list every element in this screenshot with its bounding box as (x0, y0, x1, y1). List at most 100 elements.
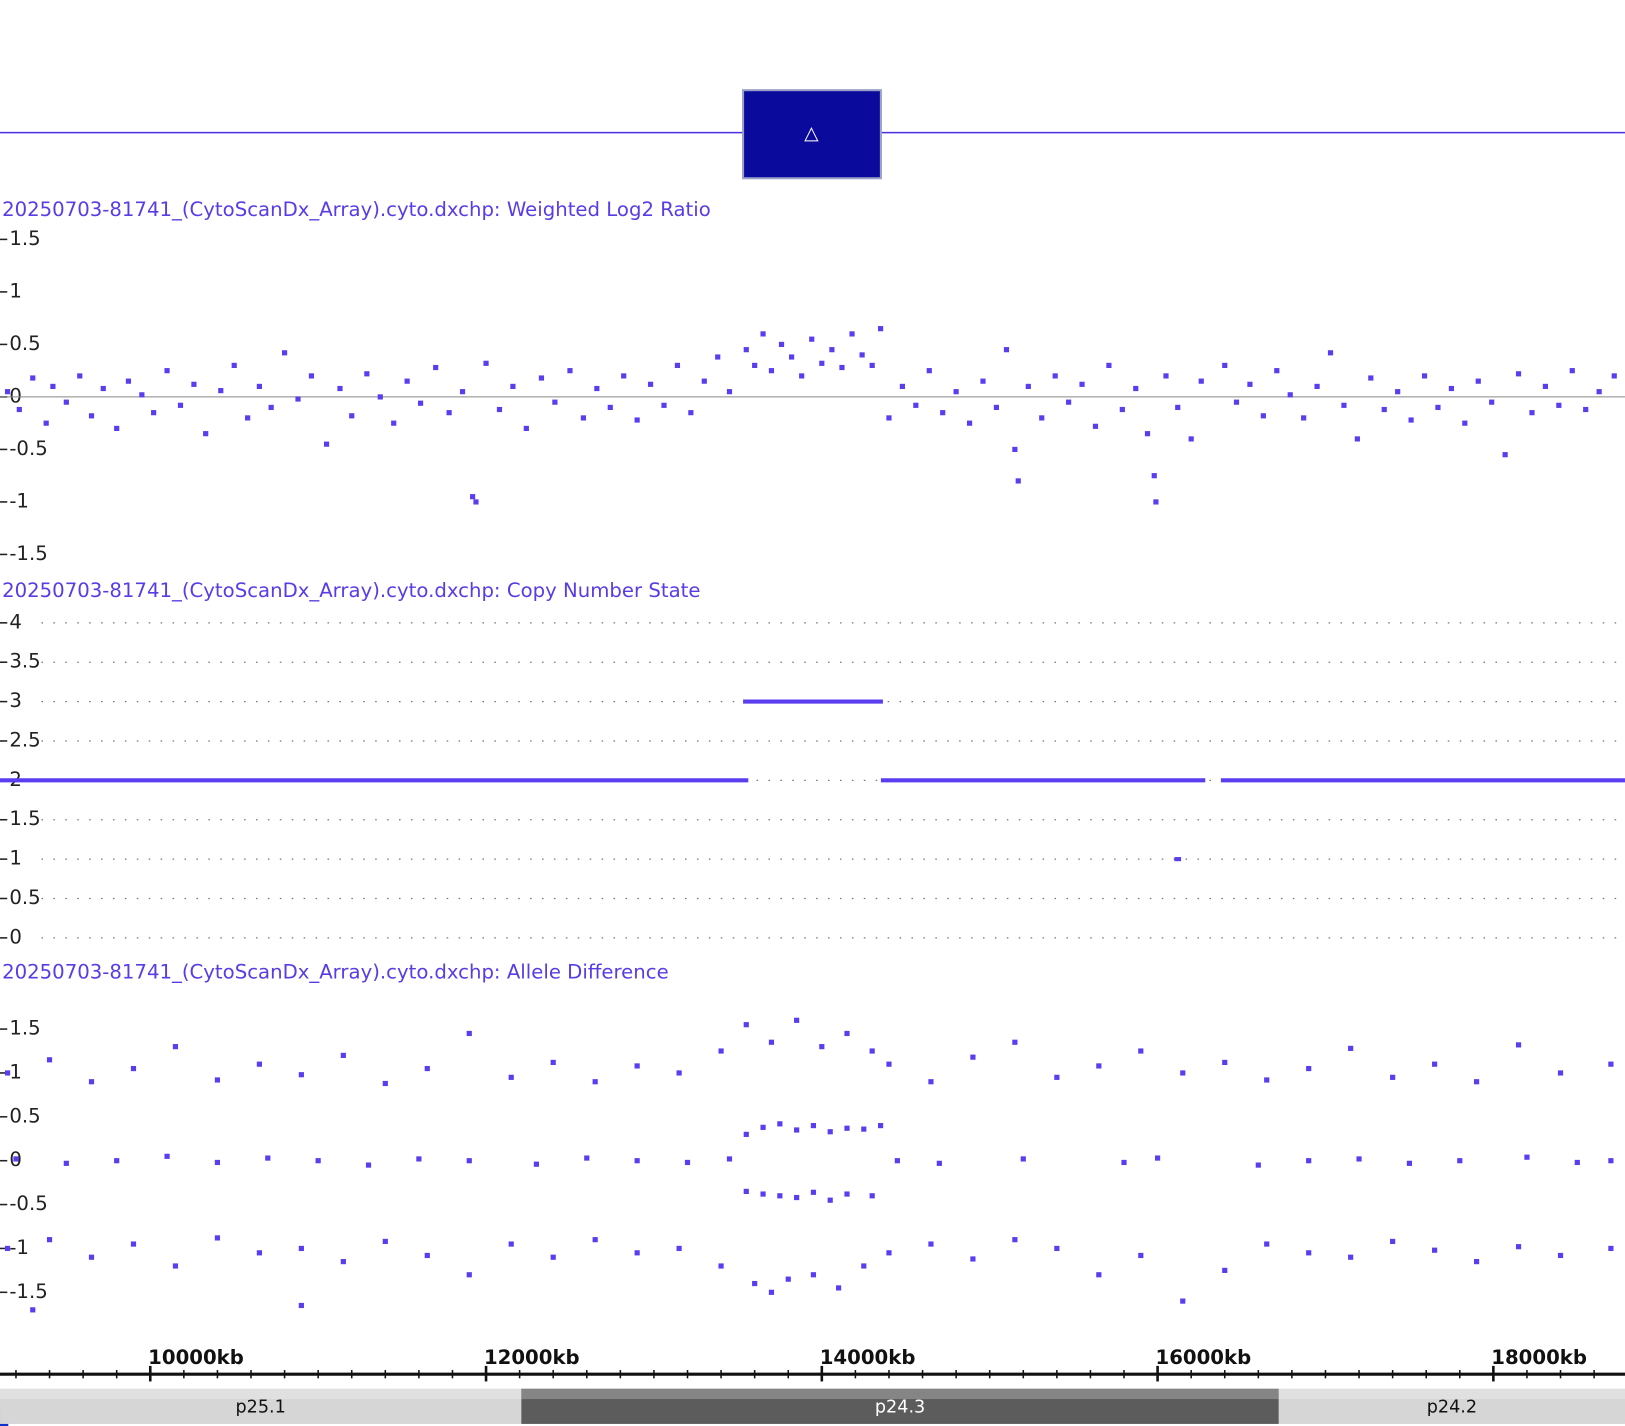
data-point (1012, 1039, 1018, 1045)
data-point (928, 1079, 934, 1085)
data-point (794, 1127, 800, 1133)
data-point (100, 385, 106, 392)
data-point (538, 375, 545, 381)
data-point (1306, 1158, 1312, 1164)
data-point (1175, 404, 1181, 411)
data-point (508, 1074, 514, 1080)
data-point (281, 350, 288, 356)
data-point (552, 399, 558, 405)
data-point (1462, 420, 1468, 426)
data-point (926, 368, 932, 374)
y-tick-label: 1.5 (9, 227, 40, 250)
data-point (1180, 1070, 1186, 1076)
x-tick-label: 18000kb (1491, 1346, 1587, 1369)
data-point (894, 1158, 900, 1164)
data-point (4, 1245, 11, 1252)
data-point (1348, 1045, 1354, 1051)
data-point (214, 1159, 221, 1166)
data-point (1524, 1154, 1530, 1160)
data-point (1611, 373, 1617, 379)
band-label: p24.2 (1427, 1397, 1477, 1417)
data-point (789, 354, 795, 360)
data-point (417, 400, 424, 406)
data-point (718, 1263, 724, 1269)
x-tick-label: 16000kb (1156, 1346, 1252, 1369)
data-point (1395, 389, 1401, 395)
y-tick-label: 0.5 (9, 1104, 40, 1127)
band-label: p24.3 (875, 1397, 925, 1417)
y-tick-label: 0.5 (9, 332, 40, 355)
data-point (43, 420, 49, 426)
data-point (621, 373, 627, 379)
track: 20250703-81741_(CytoScanDx_Array).cyto.d… (0, 198, 1625, 565)
data-point (523, 425, 529, 432)
data-point (1556, 402, 1562, 408)
data-point (592, 1079, 598, 1085)
data-point (1557, 1070, 1564, 1076)
collapse-toggle[interactable]: △ (742, 89, 882, 180)
data-point (1448, 385, 1454, 392)
data-point (634, 1063, 640, 1069)
data-point (298, 1072, 304, 1078)
data-point (940, 410, 946, 416)
chromosome-band (0, 1388, 522, 1424)
data-point (164, 368, 170, 374)
data-point (1502, 452, 1508, 458)
data-point (819, 1044, 825, 1050)
data-point (1274, 368, 1280, 374)
data-point (913, 402, 919, 408)
data-point (364, 371, 370, 377)
data-point (1180, 1298, 1186, 1304)
data-point (1515, 371, 1522, 377)
data-point (466, 1272, 472, 1278)
data-point (1222, 1059, 1228, 1066)
data-point (1473, 1079, 1480, 1085)
data-point (1569, 368, 1575, 374)
data-point (1092, 423, 1099, 429)
data-point (1096, 1272, 1102, 1278)
data-point (1432, 1061, 1438, 1067)
y-tick-label: 1 (9, 847, 22, 870)
data-point (1368, 375, 1374, 381)
data-point (715, 354, 721, 360)
data-point (701, 378, 707, 384)
toggle-icon[interactable]: △ (804, 123, 819, 144)
data-point (245, 415, 251, 421)
y-tick-label: 1.5 (9, 807, 40, 830)
data-point (1306, 1065, 1312, 1072)
data-point (1583, 406, 1589, 413)
data-point (30, 375, 36, 381)
y-tick-label: 3 (9, 689, 22, 712)
data-point (114, 1158, 120, 1164)
data-point (382, 1238, 388, 1245)
data-point (1408, 417, 1414, 423)
data-point (1188, 436, 1194, 442)
data-point (256, 383, 262, 390)
data-point (743, 1131, 749, 1137)
data-point (1608, 1245, 1614, 1252)
data-point (77, 373, 83, 379)
data-point (1054, 1074, 1060, 1080)
data-point (50, 383, 56, 390)
data-point (1306, 1250, 1312, 1256)
toggle-box[interactable] (742, 89, 882, 180)
data-point (308, 373, 315, 379)
y-tick-label: 3.5 (9, 650, 40, 673)
data-point (1327, 350, 1334, 356)
data-point (778, 341, 785, 348)
data-point (768, 1039, 775, 1045)
data-point (63, 399, 69, 405)
y-tick-label: 1 (9, 279, 22, 302)
data-point (970, 1054, 976, 1060)
data-point (634, 417, 640, 423)
data-point (231, 362, 237, 369)
data-point (785, 1276, 791, 1282)
data-point (647, 381, 654, 387)
x-axis: 10000kb 12000kb 14000kb 16000kb 18000kb (0, 1346, 1625, 1382)
data-point (886, 415, 892, 421)
data-point (877, 1123, 884, 1129)
data-point (46, 1057, 53, 1063)
data-point (1066, 399, 1072, 405)
data-point (323, 441, 330, 447)
